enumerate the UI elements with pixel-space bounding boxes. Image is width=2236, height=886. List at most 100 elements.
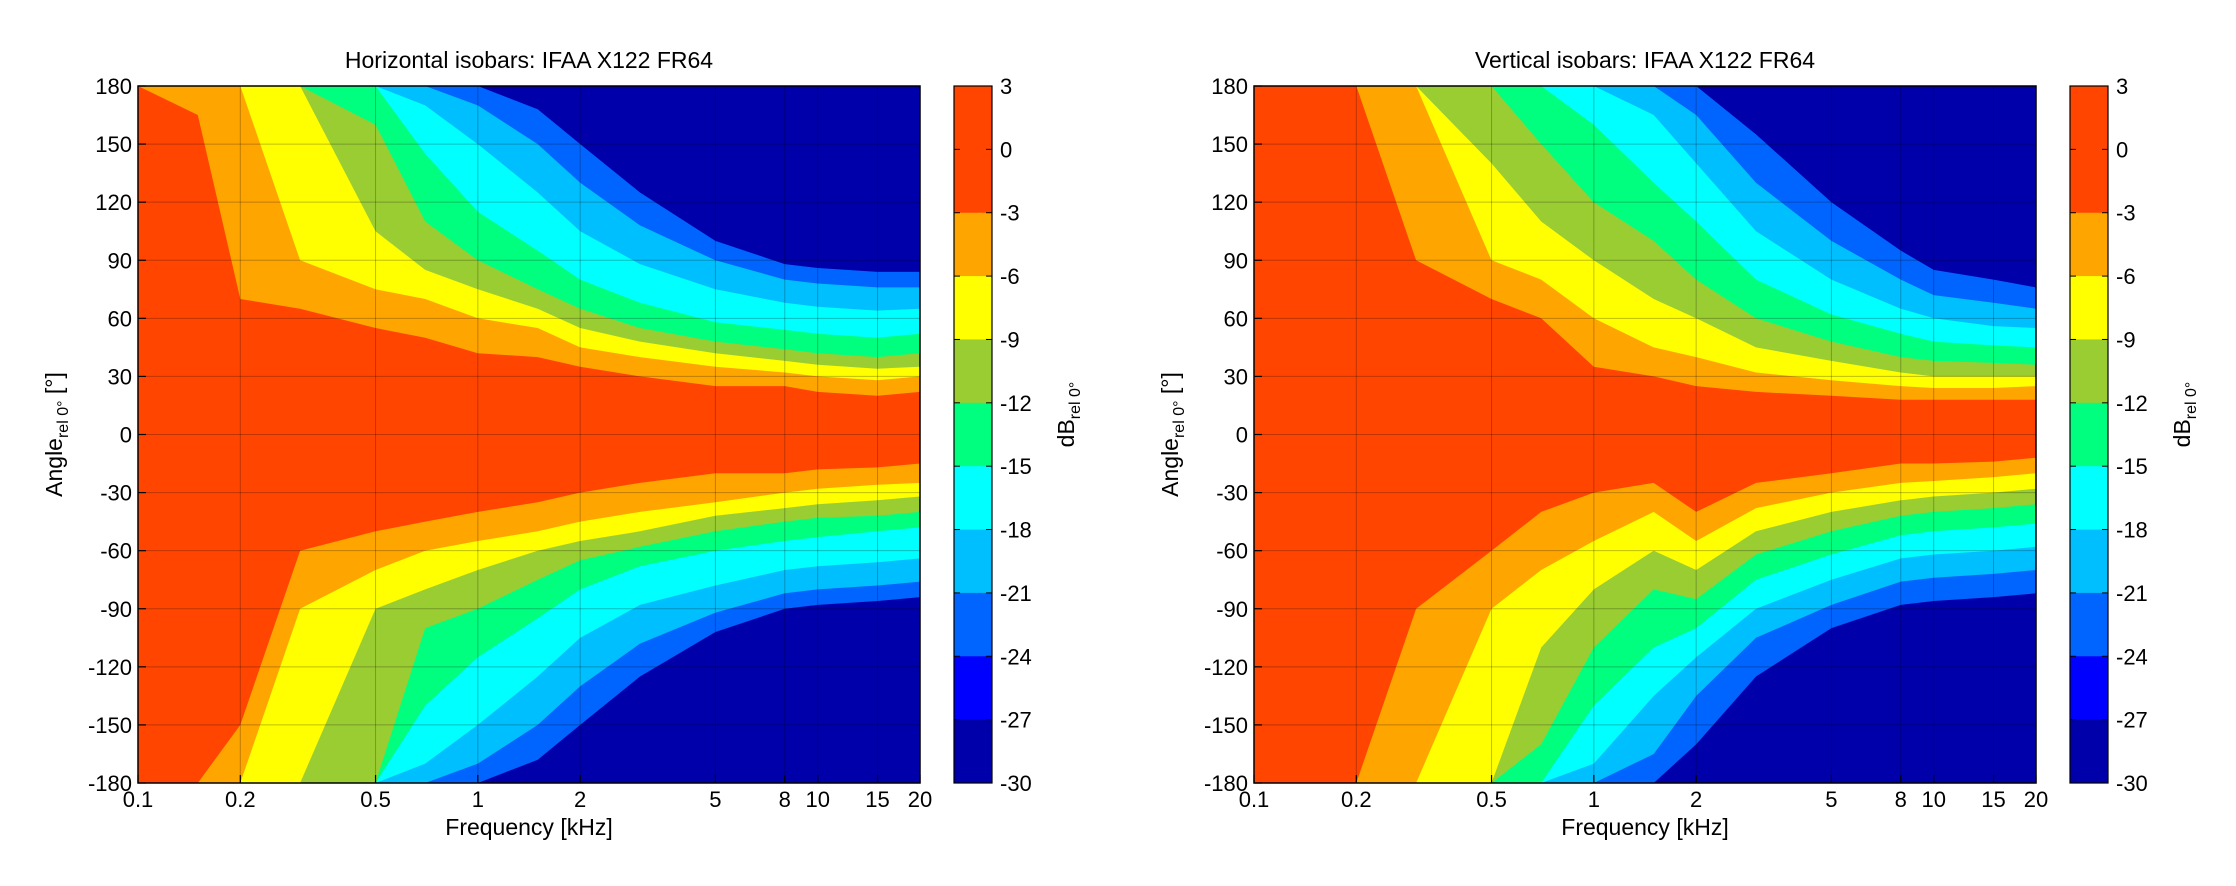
x-tick-label: 0.5 bbox=[1476, 787, 1507, 812]
y-axis-label: Anglerel 0° [°] bbox=[1157, 372, 1188, 497]
colorbar-swatch bbox=[2070, 529, 2108, 594]
chart-title: Vertical isobars: IFAA X122 FR64 bbox=[1475, 47, 1815, 73]
y-tick-label: 30 bbox=[108, 364, 132, 389]
colorbar-swatch bbox=[2070, 86, 2108, 150]
x-tick-label: 8 bbox=[779, 787, 791, 812]
y-tick-label: -120 bbox=[1204, 655, 1248, 680]
y-tick-label: 120 bbox=[1211, 190, 1248, 215]
x-tick-label: 5 bbox=[709, 787, 721, 812]
colorbar-swatch bbox=[2070, 592, 2108, 657]
x-tick-label: 2 bbox=[574, 787, 586, 812]
y-tick-label: 180 bbox=[95, 74, 132, 99]
x-tick-label: 10 bbox=[1921, 787, 1945, 812]
colorbar-swatch bbox=[2070, 149, 2108, 214]
y-axis-label-sub: rel 0° bbox=[1171, 401, 1188, 439]
colorbar-label-main: dB bbox=[1053, 419, 1079, 447]
y-tick-label: 60 bbox=[108, 306, 132, 331]
colorbar-frame bbox=[2069, 85, 2109, 784]
colorbar-swatch bbox=[2070, 212, 2108, 277]
y-tick-label: 180 bbox=[1211, 74, 1248, 99]
colorbar-tick-label: -30 bbox=[2116, 771, 2148, 796]
colorbar-tick-label: -15 bbox=[1000, 454, 1032, 479]
y-tick-label: 0 bbox=[1236, 423, 1248, 448]
colorbar-label-sub: rel 0° bbox=[1067, 382, 1084, 420]
colorbar-tick-label: -18 bbox=[1000, 518, 1032, 543]
y-tick-label: -30 bbox=[100, 481, 132, 506]
colorbar-tick-label: 0 bbox=[2116, 137, 2128, 162]
y-axis-label-sub: rel 0° bbox=[55, 401, 72, 439]
y-axis-label: Anglerel 0° [°] bbox=[41, 372, 72, 497]
x-tick-label: 15 bbox=[1981, 787, 2005, 812]
colorbar-tick-label: -12 bbox=[1000, 391, 1032, 416]
x-tick-label: 0.2 bbox=[1341, 787, 1372, 812]
x-axis: 0.1 0.2 0.5 1 2 5 8 10 15 20 bbox=[123, 775, 932, 812]
y-tick-label: -180 bbox=[88, 771, 132, 796]
colorbar-swatch bbox=[954, 149, 992, 214]
colorbar-swatch bbox=[954, 529, 992, 594]
colorbar-tick-label: -24 bbox=[2116, 644, 2148, 669]
y-tick-label: 90 bbox=[108, 248, 132, 273]
y-tick-label: -60 bbox=[100, 539, 132, 564]
chart-panel-1: 0.1 0.2 0.5 1 2 5 8 10 15 201801501209060300-30-6… bbox=[41, 47, 1084, 840]
colorbar-label-main: dB bbox=[2169, 419, 2195, 447]
colorbar-tick-label: 0 bbox=[1000, 137, 1012, 162]
colorbar-tick-label: -12 bbox=[2116, 391, 2148, 416]
colorbar-swatch bbox=[954, 592, 992, 657]
colorbar-tick-label: -9 bbox=[2116, 327, 2136, 352]
colorbar-tick-label: -15 bbox=[2116, 454, 2148, 479]
colorbar-swatch bbox=[2070, 402, 2108, 467]
colorbar-swatch bbox=[954, 466, 992, 531]
colorbar-swatch bbox=[954, 656, 992, 721]
y-axis-label-unit: [°] bbox=[41, 372, 67, 400]
colorbar-swatch bbox=[954, 276, 992, 340]
colorbar-tick-label: 3 bbox=[2116, 74, 2128, 99]
colorbar-tick-label: -24 bbox=[1000, 644, 1032, 669]
y-tick-label: 60 bbox=[1224, 306, 1248, 331]
x-tick-label: 1 bbox=[472, 787, 484, 812]
colorbar-swatch bbox=[2070, 719, 2108, 784]
colorbar-swatch bbox=[954, 339, 992, 404]
y-tick-label: -90 bbox=[100, 597, 132, 622]
x-tick-label: 0.1 bbox=[123, 787, 154, 812]
x-tick-label: 10 bbox=[805, 787, 829, 812]
colorbar-tick-label: -6 bbox=[1000, 264, 1020, 289]
y-axis: 180 150 120 90 60 30 0 -30 -60 -90 -120 -150 -180 bbox=[1204, 74, 1262, 796]
colorbar-tick-label: 3 bbox=[1000, 74, 1012, 99]
y-axis-label-main: Angle bbox=[1157, 438, 1183, 497]
colorbar: 3 0 -3 -6 -9 -12 -15 -18 -21 -24 -27 -30 dBrel 0° bbox=[2069, 74, 2200, 796]
y-axis: 180 150 120 90 60 30 0 -30 -60 -90 -120 -150 -180 bbox=[88, 74, 146, 796]
x-tick-label: 5 bbox=[1825, 787, 1837, 812]
x-axis-label: Frequency [kHz] bbox=[1561, 814, 1728, 840]
y-axis-label-unit: [°] bbox=[1157, 372, 1183, 400]
x-tick-label: 0.2 bbox=[225, 787, 256, 812]
contour-band--3db bbox=[1254, 86, 2036, 783]
colorbar-swatch bbox=[2070, 339, 2108, 404]
colorbar-swatch bbox=[954, 212, 992, 277]
plot-area bbox=[138, 86, 920, 783]
colorbar-label: dBrel 0° bbox=[2169, 382, 2200, 448]
y-tick-label: -150 bbox=[88, 713, 132, 738]
y-tick-label: -90 bbox=[1216, 597, 1248, 622]
x-tick-label: 0.1 bbox=[1239, 787, 1270, 812]
contour-band--3db bbox=[138, 86, 920, 783]
plot-area bbox=[1254, 86, 2036, 783]
chart-panel-2: 0.1 0.2 0.5 1 2 5 8 10 15 201801501209060300-30-6… bbox=[1157, 47, 2200, 840]
y-axis-label-main: Angle bbox=[41, 438, 67, 497]
colorbar-swatch bbox=[954, 86, 992, 150]
x-tick-label: 8 bbox=[1895, 787, 1907, 812]
colorbar-tick-label: -21 bbox=[2116, 581, 2148, 606]
x-axis: 0.1 0.2 0.5 1 2 5 8 10 15 20 bbox=[1239, 775, 2048, 812]
x-tick-label: 1 bbox=[1588, 787, 1600, 812]
x-tick-label: 15 bbox=[865, 787, 889, 812]
x-tick-label: 0.5 bbox=[360, 787, 391, 812]
colorbar-swatch bbox=[954, 402, 992, 467]
colorbar-swatch bbox=[2070, 466, 2108, 531]
colorbar: 3 0 -3 -6 -9 -12 -15 -18 -21 -24 -27 -30 dBrel 0° bbox=[953, 74, 1084, 796]
x-tick-label: 20 bbox=[908, 787, 932, 812]
y-tick-label: -60 bbox=[1216, 539, 1248, 564]
colorbar-tick-label: -6 bbox=[2116, 264, 2136, 289]
y-tick-label: -180 bbox=[1204, 771, 1248, 796]
colorbar-tick-label: -18 bbox=[2116, 518, 2148, 543]
y-tick-label: 150 bbox=[1211, 132, 1248, 157]
